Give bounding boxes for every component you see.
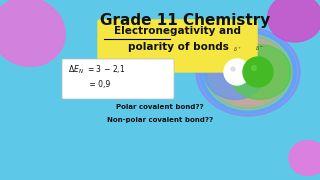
Circle shape [231, 67, 235, 71]
FancyBboxPatch shape [98, 20, 257, 72]
Ellipse shape [204, 44, 266, 100]
Circle shape [243, 57, 273, 87]
Ellipse shape [196, 28, 300, 116]
Ellipse shape [289, 141, 320, 176]
Text: Electronegativity and: Electronegativity and [115, 26, 242, 36]
Text: $\Delta E_N$  = 3 $-$ 2,1: $\Delta E_N$ = 3 $-$ 2,1 [68, 64, 125, 76]
Ellipse shape [229, 44, 291, 100]
Text: polarity of bonds: polarity of bonds [128, 42, 228, 52]
Text: $\delta^+$: $\delta^+$ [233, 45, 241, 54]
Text: Polar covalent bond??: Polar covalent bond?? [116, 104, 204, 110]
Circle shape [224, 59, 250, 85]
Ellipse shape [200, 31, 296, 113]
Ellipse shape [208, 37, 288, 107]
Ellipse shape [268, 0, 320, 42]
Text: = 0,9: = 0,9 [68, 80, 110, 89]
Circle shape [252, 66, 257, 71]
Text: Grade 11 Chemistry: Grade 11 Chemistry [100, 13, 270, 28]
Text: $\delta^-$: $\delta^-$ [255, 44, 263, 52]
Ellipse shape [204, 34, 292, 110]
Text: Non-polar covalent bond??: Non-polar covalent bond?? [107, 117, 213, 123]
FancyBboxPatch shape [62, 59, 174, 99]
Ellipse shape [0, 0, 65, 66]
Ellipse shape [212, 40, 284, 104]
